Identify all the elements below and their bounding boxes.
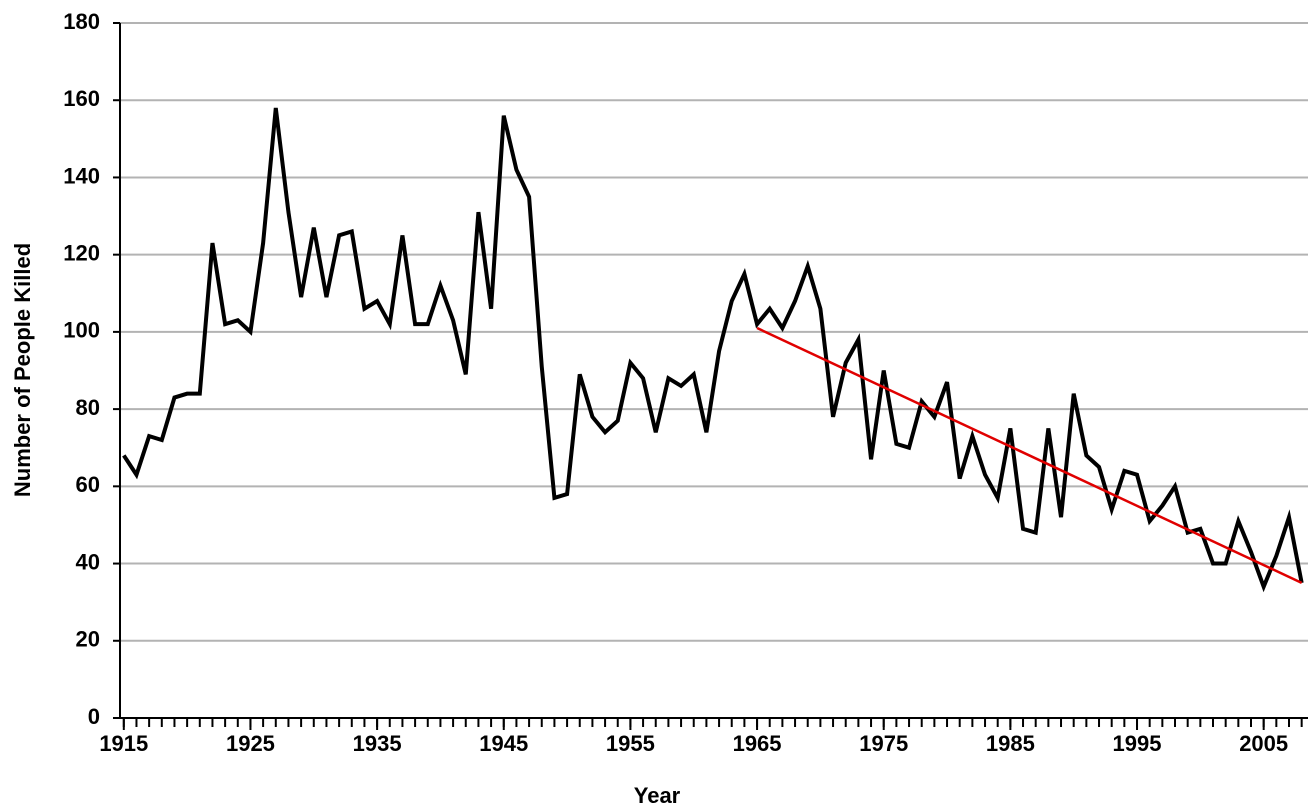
x-axis-title: Year bbox=[634, 783, 681, 808]
x-tick-label: 1955 bbox=[606, 731, 655, 756]
y-tick-label: 60 bbox=[76, 472, 100, 497]
y-tick-label: 100 bbox=[63, 318, 100, 343]
x-tick-label: 1945 bbox=[479, 731, 528, 756]
x-tick-label: 1965 bbox=[733, 731, 782, 756]
y-tick-label: 160 bbox=[63, 86, 100, 111]
x-tick-label: 1985 bbox=[986, 731, 1035, 756]
y-tick-label: 40 bbox=[76, 549, 100, 574]
x-tick-label: 1995 bbox=[1113, 731, 1162, 756]
y-axis-title: Number of People Killed bbox=[10, 243, 35, 497]
data-line bbox=[756, 326, 1303, 584]
y-tick-label: 180 bbox=[63, 9, 100, 34]
x-tick-label: 1935 bbox=[353, 731, 402, 756]
x-tick-label: 1925 bbox=[226, 731, 275, 756]
y-tick-label: 20 bbox=[76, 627, 100, 652]
y-tick-label: 80 bbox=[76, 395, 100, 420]
y-tick-label: 0 bbox=[88, 704, 100, 729]
x-tick-label: 1975 bbox=[859, 731, 908, 756]
data-line bbox=[122, 107, 1304, 593]
x-tick-label: 2005 bbox=[1239, 731, 1288, 756]
y-tick-label: 140 bbox=[63, 163, 100, 188]
x-tick-label: 1915 bbox=[99, 731, 148, 756]
y-tick-label: 120 bbox=[63, 240, 100, 265]
